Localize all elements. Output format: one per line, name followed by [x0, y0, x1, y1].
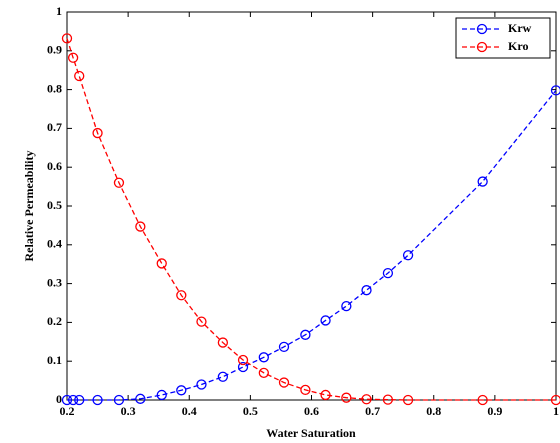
data-point [341, 392, 352, 403]
data-point [196, 379, 207, 390]
legend-box [455, 17, 551, 59]
data-point [300, 384, 311, 396]
data-point [92, 394, 103, 406]
x-axis-label: Water Saturation [266, 426, 356, 440]
x-tick-label: 0.4 [182, 404, 197, 418]
data-point [67, 52, 79, 63]
x-tick-label: 0.3 [121, 404, 136, 418]
series-line [67, 89, 557, 401]
y-tick-label: 0 [56, 392, 62, 406]
data-point [320, 389, 331, 401]
y-tick-label: 0.6 [47, 159, 62, 173]
y-tick-label: 0.7 [47, 120, 62, 134]
data-point [74, 70, 85, 82]
data-point [156, 258, 167, 269]
data-point [113, 177, 125, 188]
data-point [176, 385, 187, 396]
legend-marker [476, 23, 488, 35]
data-point [361, 285, 372, 296]
data-point [61, 33, 73, 44]
data-point [550, 85, 560, 96]
data-point [477, 176, 488, 187]
y-tick-label: 0.8 [47, 81, 62, 95]
x-tick-label: 0.9 [487, 404, 502, 418]
data-point [320, 315, 331, 326]
data-point [176, 290, 187, 301]
data-point [300, 329, 311, 340]
data-point [402, 394, 414, 406]
y-tick-label: 0.9 [47, 43, 62, 57]
data-point [135, 221, 146, 232]
data-point [278, 377, 290, 388]
x-tick-label: 0.7 [365, 404, 380, 418]
data-point [341, 300, 352, 312]
x-tick-label: 0.2 [60, 404, 75, 418]
x-tick-label: 1 [553, 404, 559, 418]
y-axis-label: Relative Permeability [22, 151, 36, 262]
data-point [402, 250, 414, 261]
plot-area [66, 11, 557, 401]
y-tick-label: 0.1 [47, 353, 62, 367]
data-point [361, 394, 372, 405]
legend-marker [476, 41, 488, 53]
data-point [550, 394, 560, 406]
data-point [67, 394, 79, 406]
y-tick-label: 0.2 [47, 314, 62, 328]
data-point [477, 394, 488, 406]
legend-label: Kro [508, 39, 528, 53]
data-point [74, 394, 85, 406]
x-tick-label: 0.8 [426, 404, 441, 418]
data-point [217, 371, 229, 382]
series-line [66, 38, 556, 401]
data-point [196, 316, 207, 327]
data-point [382, 394, 394, 405]
data-point [258, 352, 269, 363]
data-point [61, 394, 73, 406]
data-point [135, 393, 146, 404]
data-point [237, 354, 249, 366]
data-point [113, 394, 125, 406]
data-point [278, 341, 290, 352]
y-tick-label: 0.4 [47, 237, 62, 251]
y-tick-label: 0.3 [47, 275, 62, 289]
legend-label: Krw [508, 21, 532, 35]
x-tick-label: 0.5 [243, 404, 258, 418]
y-tick-label: 1 [56, 4, 62, 18]
data-point [258, 367, 269, 378]
data-point [156, 389, 167, 401]
x-tick-label: 0.6 [304, 404, 319, 418]
data-point [237, 361, 249, 373]
data-point [382, 267, 394, 279]
y-tick-label: 0.5 [47, 198, 62, 212]
data-point [217, 337, 229, 348]
data-point [92, 127, 103, 139]
